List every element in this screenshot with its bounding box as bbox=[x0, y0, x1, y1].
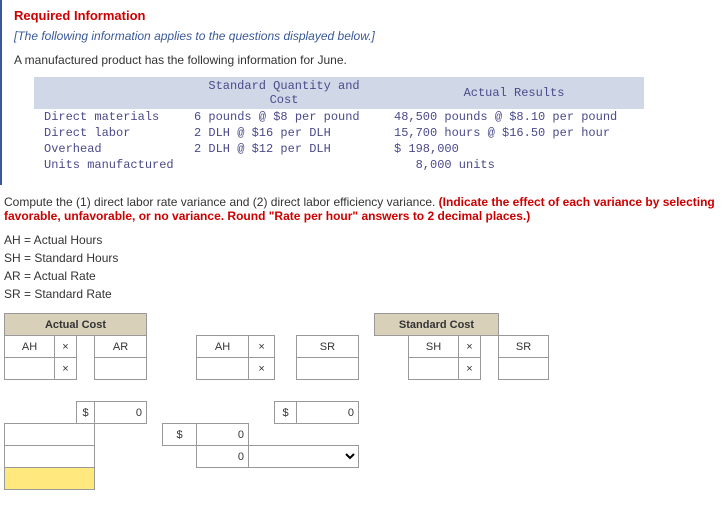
times-symbol: × bbox=[55, 358, 77, 380]
currency-symbol: $ bbox=[163, 424, 197, 446]
legend-line: AH = Actual Hours bbox=[4, 231, 724, 249]
row-actual: 48,500 pounds @ $8.10 per pound bbox=[384, 109, 644, 125]
actual-cost-header: Actual Cost bbox=[5, 314, 147, 336]
row-actual: $ 198,000 bbox=[384, 141, 644, 157]
input-ar[interactable] bbox=[95, 358, 147, 380]
mid-total: 0 bbox=[296, 402, 358, 424]
total-variance-label-input[interactable] bbox=[5, 468, 95, 490]
row-actual: 8,000 units bbox=[384, 157, 644, 173]
std-col-blank bbox=[34, 77, 184, 109]
row-label: Overhead bbox=[34, 141, 184, 157]
col-ah: AH bbox=[197, 336, 249, 358]
row-actual: 15,700 hours @ $16.50 per hour bbox=[384, 125, 644, 141]
col-sr: SR bbox=[499, 336, 549, 358]
legend-line: SH = Standard Hours bbox=[4, 249, 724, 267]
currency-symbol: $ bbox=[77, 402, 95, 424]
actual-cost-total: 0 bbox=[95, 402, 147, 424]
variance-table: Actual Cost Standard Cost AH × AR AH × S… bbox=[4, 313, 549, 490]
standards-table: Standard Quantity and Cost Actual Result… bbox=[34, 77, 644, 173]
times-symbol: × bbox=[459, 358, 481, 380]
row-label: Direct labor bbox=[34, 125, 184, 141]
input-ah2[interactable] bbox=[197, 358, 249, 380]
rate-variance-amount: 0 bbox=[197, 424, 249, 446]
standard-cost-header: Standard Cost bbox=[375, 314, 499, 336]
eff-variance-amount: 0 bbox=[197, 446, 249, 468]
compute-pre: Compute the (1) direct labor rate varian… bbox=[4, 195, 439, 209]
input-sh[interactable] bbox=[409, 358, 459, 380]
col-ah: AH bbox=[5, 336, 55, 358]
info-panel: Required Information [The following info… bbox=[0, 0, 728, 185]
legend: AH = Actual Hours SH = Standard Hours AR… bbox=[0, 231, 728, 313]
variance-type-select[interactable] bbox=[249, 446, 359, 468]
row-std: 2 DLH @ $16 per DLH bbox=[184, 125, 384, 141]
row-std: 2 DLH @ $12 per DLH bbox=[184, 141, 384, 157]
col-sr: SR bbox=[296, 336, 358, 358]
times-symbol: × bbox=[459, 336, 481, 358]
currency-symbol: $ bbox=[275, 402, 297, 424]
input-sr[interactable] bbox=[296, 358, 358, 380]
times-symbol: × bbox=[55, 336, 77, 358]
col-sh: SH bbox=[409, 336, 459, 358]
row-label: Direct materials bbox=[34, 109, 184, 125]
input-ah[interactable] bbox=[5, 358, 55, 380]
input-sr2[interactable] bbox=[499, 358, 549, 380]
rate-variance-label-input[interactable] bbox=[5, 424, 95, 446]
legend-line: SR = Standard Rate bbox=[4, 285, 724, 303]
legend-line: AR = Actual Rate bbox=[4, 267, 724, 285]
col-ar: AR bbox=[95, 336, 147, 358]
required-title: Required Information bbox=[14, 8, 716, 23]
intro-text: A manufactured product has the following… bbox=[14, 53, 716, 67]
compute-instructions: Compute the (1) direct labor rate varian… bbox=[0, 195, 728, 231]
variance-worksheet: Actual Cost Standard Cost AH × AR AH × S… bbox=[0, 313, 728, 490]
eff-variance-label-input[interactable] bbox=[5, 446, 95, 468]
std-col-header-std: Standard Quantity and Cost bbox=[184, 77, 384, 109]
row-std bbox=[184, 157, 384, 173]
row-label: Units manufactured bbox=[34, 157, 184, 173]
applies-note: [The following information applies to th… bbox=[14, 29, 716, 43]
times-symbol: × bbox=[249, 358, 275, 380]
row-std: 6 pounds @ $8 per pound bbox=[184, 109, 384, 125]
times-symbol: × bbox=[249, 336, 275, 358]
std-col-header-actual: Actual Results bbox=[384, 77, 644, 109]
